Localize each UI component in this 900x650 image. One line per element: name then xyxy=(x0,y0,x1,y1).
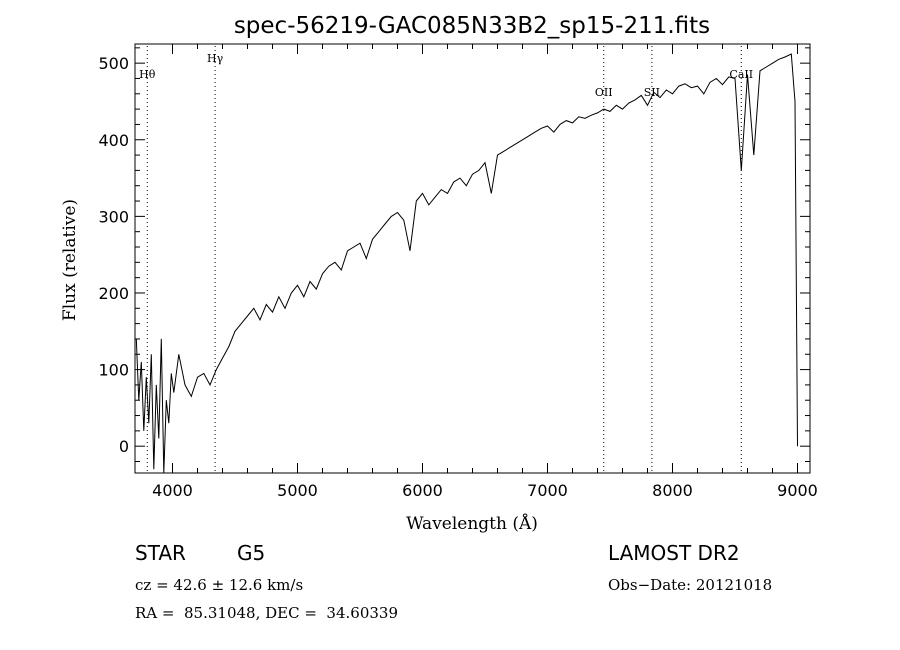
x-tick-label: 4000 xyxy=(152,481,193,500)
marker-label: Hγ xyxy=(207,52,224,65)
object-class: STAR xyxy=(135,541,186,565)
observation-date: Obs−Date: 20121018 xyxy=(608,576,773,594)
y-tick-label: 500 xyxy=(98,54,129,73)
x-tick-label: 6000 xyxy=(402,481,443,500)
spectrum-line xyxy=(135,53,798,474)
survey-name: LAMOST DR2 xyxy=(608,541,740,565)
y-axis-label: Flux (relative) xyxy=(60,199,80,321)
x-tick-label: 7000 xyxy=(527,481,568,500)
y-tick-label: 0 xyxy=(119,437,129,456)
y-tick-label: 400 xyxy=(98,131,129,150)
y-tick-label: 100 xyxy=(98,361,129,380)
marker-label: CaII xyxy=(729,68,753,81)
y-tick-label: 200 xyxy=(98,284,129,303)
marker-label: Hθ xyxy=(139,68,156,81)
x-tick-label: 9000 xyxy=(777,481,818,500)
ra-dec: RA = 85.31048, DEC = 34.60339 xyxy=(135,604,399,622)
axis-ticks: 4000 5000 6000 7000 8000 9000 0 100 200 300 400 500 xyxy=(98,44,818,500)
x-axis-label: Wavelength (Å) xyxy=(406,513,538,534)
marker-label: OII xyxy=(595,86,613,99)
line-markers: Hθ Hγ OII SII CaII xyxy=(139,46,753,473)
x-tick-label: 8000 xyxy=(652,481,693,500)
marker-label: SII xyxy=(644,86,660,99)
redshift-cz: cz = 42.6 ± 12.6 km/s xyxy=(135,576,304,594)
y-tick-label: 300 xyxy=(98,207,129,226)
chart-title: spec-56219-GAC085N33B2_sp15-211.fits xyxy=(234,13,710,39)
plot-frame xyxy=(134,43,811,474)
object-subclass: G5 xyxy=(237,541,266,565)
x-tick-label: 5000 xyxy=(277,481,318,500)
